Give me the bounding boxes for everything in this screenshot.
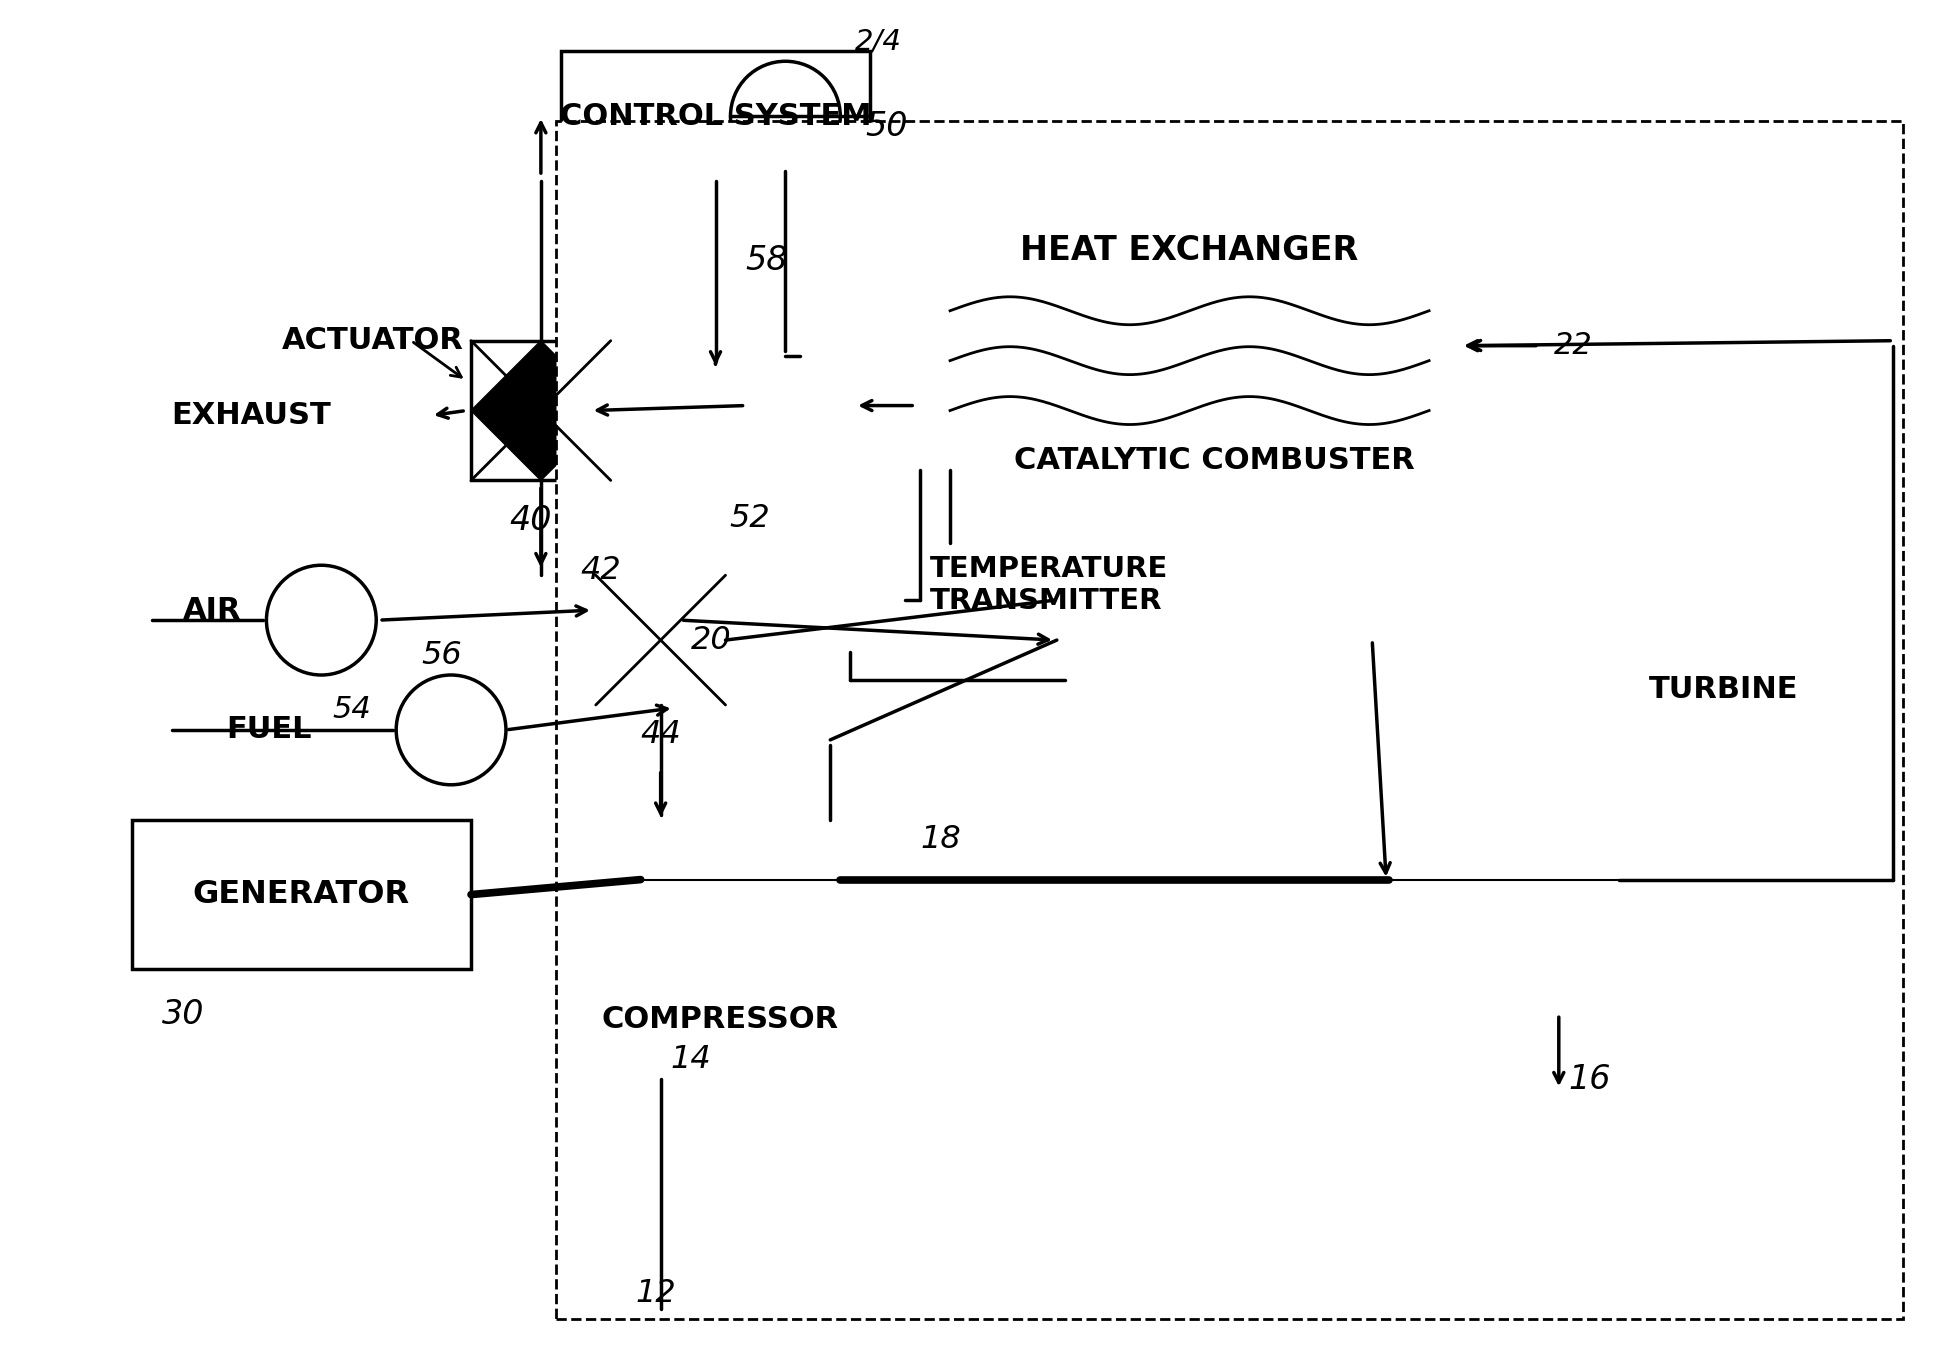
- Text: COMPRESSOR: COMPRESSOR: [601, 1005, 838, 1033]
- Text: 54: 54: [333, 695, 371, 725]
- Text: 58: 58: [745, 244, 788, 277]
- Text: 16: 16: [1570, 1063, 1610, 1096]
- Text: ACTUATOR: ACTUATOR: [282, 326, 463, 356]
- Text: 50: 50: [866, 109, 908, 143]
- Circle shape: [266, 566, 375, 675]
- Polygon shape: [1389, 750, 1618, 1010]
- Circle shape: [397, 675, 506, 785]
- Polygon shape: [541, 341, 611, 480]
- Text: TEMPERATURE
TRANSMITTER: TEMPERATURE TRANSMITTER: [930, 555, 1169, 616]
- Text: 42: 42: [582, 555, 622, 586]
- Text: 2/4: 2/4: [856, 27, 902, 56]
- Circle shape: [797, 548, 902, 652]
- Text: 14: 14: [671, 1044, 712, 1075]
- Text: 18: 18: [920, 825, 961, 855]
- Text: 12: 12: [636, 1278, 677, 1310]
- Text: CONTROL SYSTEM: CONTROL SYSTEM: [560, 102, 871, 131]
- Text: EXHAUST: EXHAUST: [171, 401, 331, 431]
- Text: FUEL: FUEL: [226, 716, 311, 744]
- Text: 40: 40: [510, 504, 552, 537]
- Bar: [560, 52, 869, 181]
- Text: 52: 52: [729, 503, 770, 534]
- Text: GENERATOR: GENERATOR: [193, 879, 410, 910]
- Bar: [920, 221, 1459, 470]
- Polygon shape: [640, 759, 840, 999]
- Bar: [556, 121, 1902, 1318]
- Bar: [1060, 540, 1369, 740]
- Text: AIR: AIR: [183, 596, 241, 624]
- Circle shape: [731, 61, 840, 170]
- Text: 30: 30: [161, 998, 204, 1030]
- Text: 56: 56: [422, 639, 461, 671]
- Text: 20: 20: [690, 624, 731, 656]
- Bar: [132, 819, 471, 969]
- Text: HEAT EXCHANGER: HEAT EXCHANGER: [1021, 234, 1360, 267]
- Text: 44: 44: [640, 720, 681, 751]
- Text: CATALYTIC COMBUSTER: CATALYTIC COMBUSTER: [1013, 446, 1414, 474]
- Polygon shape: [471, 341, 541, 480]
- Bar: [471, 341, 611, 480]
- Text: TURBINE: TURBINE: [1649, 676, 1797, 705]
- Circle shape: [751, 356, 850, 455]
- Bar: [595, 575, 725, 705]
- Text: 22: 22: [1554, 331, 1593, 360]
